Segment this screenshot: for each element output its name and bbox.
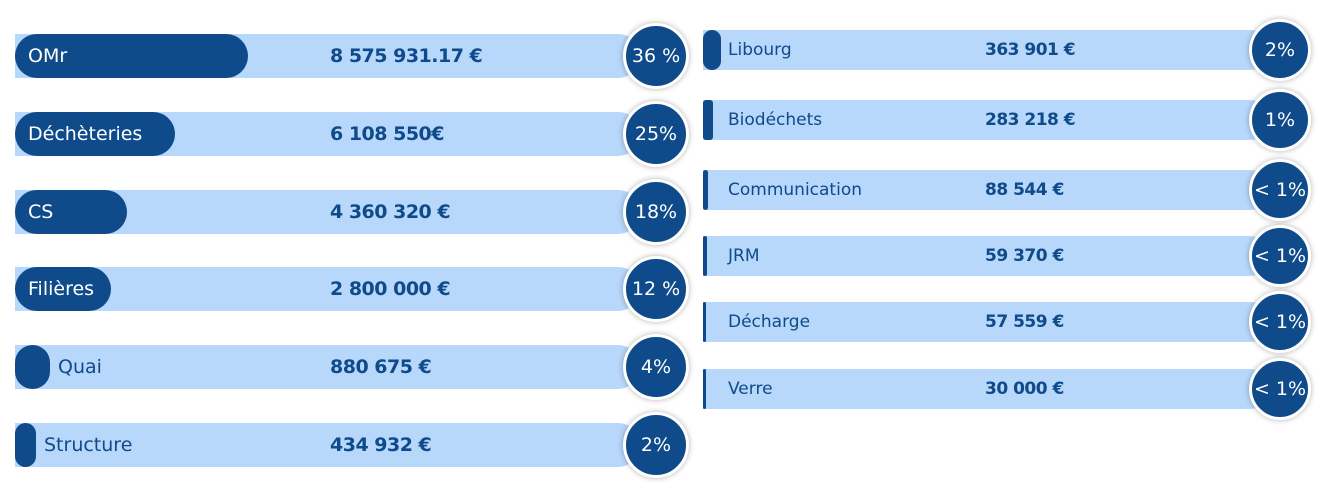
item-label: Communication bbox=[728, 180, 862, 200]
item-percent: 36 % bbox=[623, 23, 689, 89]
item-label: CS bbox=[28, 201, 54, 223]
item-amount: 2 800 000 € bbox=[330, 278, 451, 300]
item-percent: < 1% bbox=[1249, 159, 1311, 221]
bar-track bbox=[703, 170, 1270, 210]
item-label: Verre bbox=[728, 379, 773, 399]
bar-fill bbox=[703, 302, 706, 342]
item-amount: 363 901 € bbox=[985, 40, 1076, 60]
bar-track bbox=[703, 100, 1270, 140]
item-label: Libourg bbox=[728, 40, 792, 60]
item-amount: 434 932 € bbox=[330, 434, 432, 456]
item-percent: < 1% bbox=[1249, 358, 1311, 420]
bar-track bbox=[703, 236, 1270, 276]
bar-track bbox=[15, 345, 640, 389]
item-percent: < 1% bbox=[1249, 291, 1311, 353]
bar-fill bbox=[703, 236, 707, 276]
bar-fill bbox=[15, 34, 248, 78]
item-amount: 30 000 € bbox=[985, 379, 1064, 399]
bar-fill bbox=[703, 170, 708, 210]
item-label: Structure bbox=[44, 434, 133, 456]
item-label: Filières bbox=[28, 278, 95, 300]
item-percent: < 1% bbox=[1249, 225, 1311, 287]
bar-track bbox=[703, 369, 1270, 409]
bar-fill bbox=[703, 100, 713, 140]
item-amount: 8 575 931.17 € bbox=[330, 45, 483, 67]
bar-fill bbox=[15, 345, 50, 389]
item-amount: 880 675 € bbox=[330, 356, 432, 378]
item-amount: 4 360 320 € bbox=[330, 201, 451, 223]
item-label: JRM bbox=[728, 246, 760, 266]
item-percent: 12 % bbox=[623, 256, 689, 322]
item-percent: 1% bbox=[1249, 89, 1311, 151]
item-percent: 2% bbox=[1249, 19, 1311, 81]
bar-track bbox=[15, 423, 640, 467]
item-percent: 4% bbox=[623, 334, 689, 400]
bar-fill bbox=[15, 423, 36, 467]
bar-fill bbox=[15, 267, 111, 311]
item-percent: 2% bbox=[623, 412, 689, 478]
item-percent: 25% bbox=[623, 101, 689, 167]
bar-track bbox=[703, 302, 1270, 342]
bar-track bbox=[15, 267, 640, 311]
item-amount: 59 370 € bbox=[985, 246, 1064, 266]
item-label: Décharge bbox=[728, 312, 811, 332]
item-amount: 88 544 € bbox=[985, 180, 1064, 200]
item-label: Biodéchets bbox=[728, 110, 823, 130]
item-amount: 283 218 € bbox=[985, 110, 1076, 130]
item-label: Déchèteries bbox=[28, 123, 143, 145]
item-amount: 57 559 € bbox=[985, 312, 1064, 332]
item-label: OMr bbox=[28, 45, 68, 67]
bar-fill bbox=[15, 112, 175, 156]
bar-fill bbox=[703, 369, 706, 409]
bar-fill bbox=[15, 190, 127, 234]
bar-track bbox=[703, 30, 1270, 70]
bar-fill bbox=[703, 30, 721, 70]
item-percent: 18% bbox=[623, 179, 689, 245]
item-amount: 6 108 550€ bbox=[330, 123, 445, 145]
item-label: Quai bbox=[58, 356, 102, 378]
